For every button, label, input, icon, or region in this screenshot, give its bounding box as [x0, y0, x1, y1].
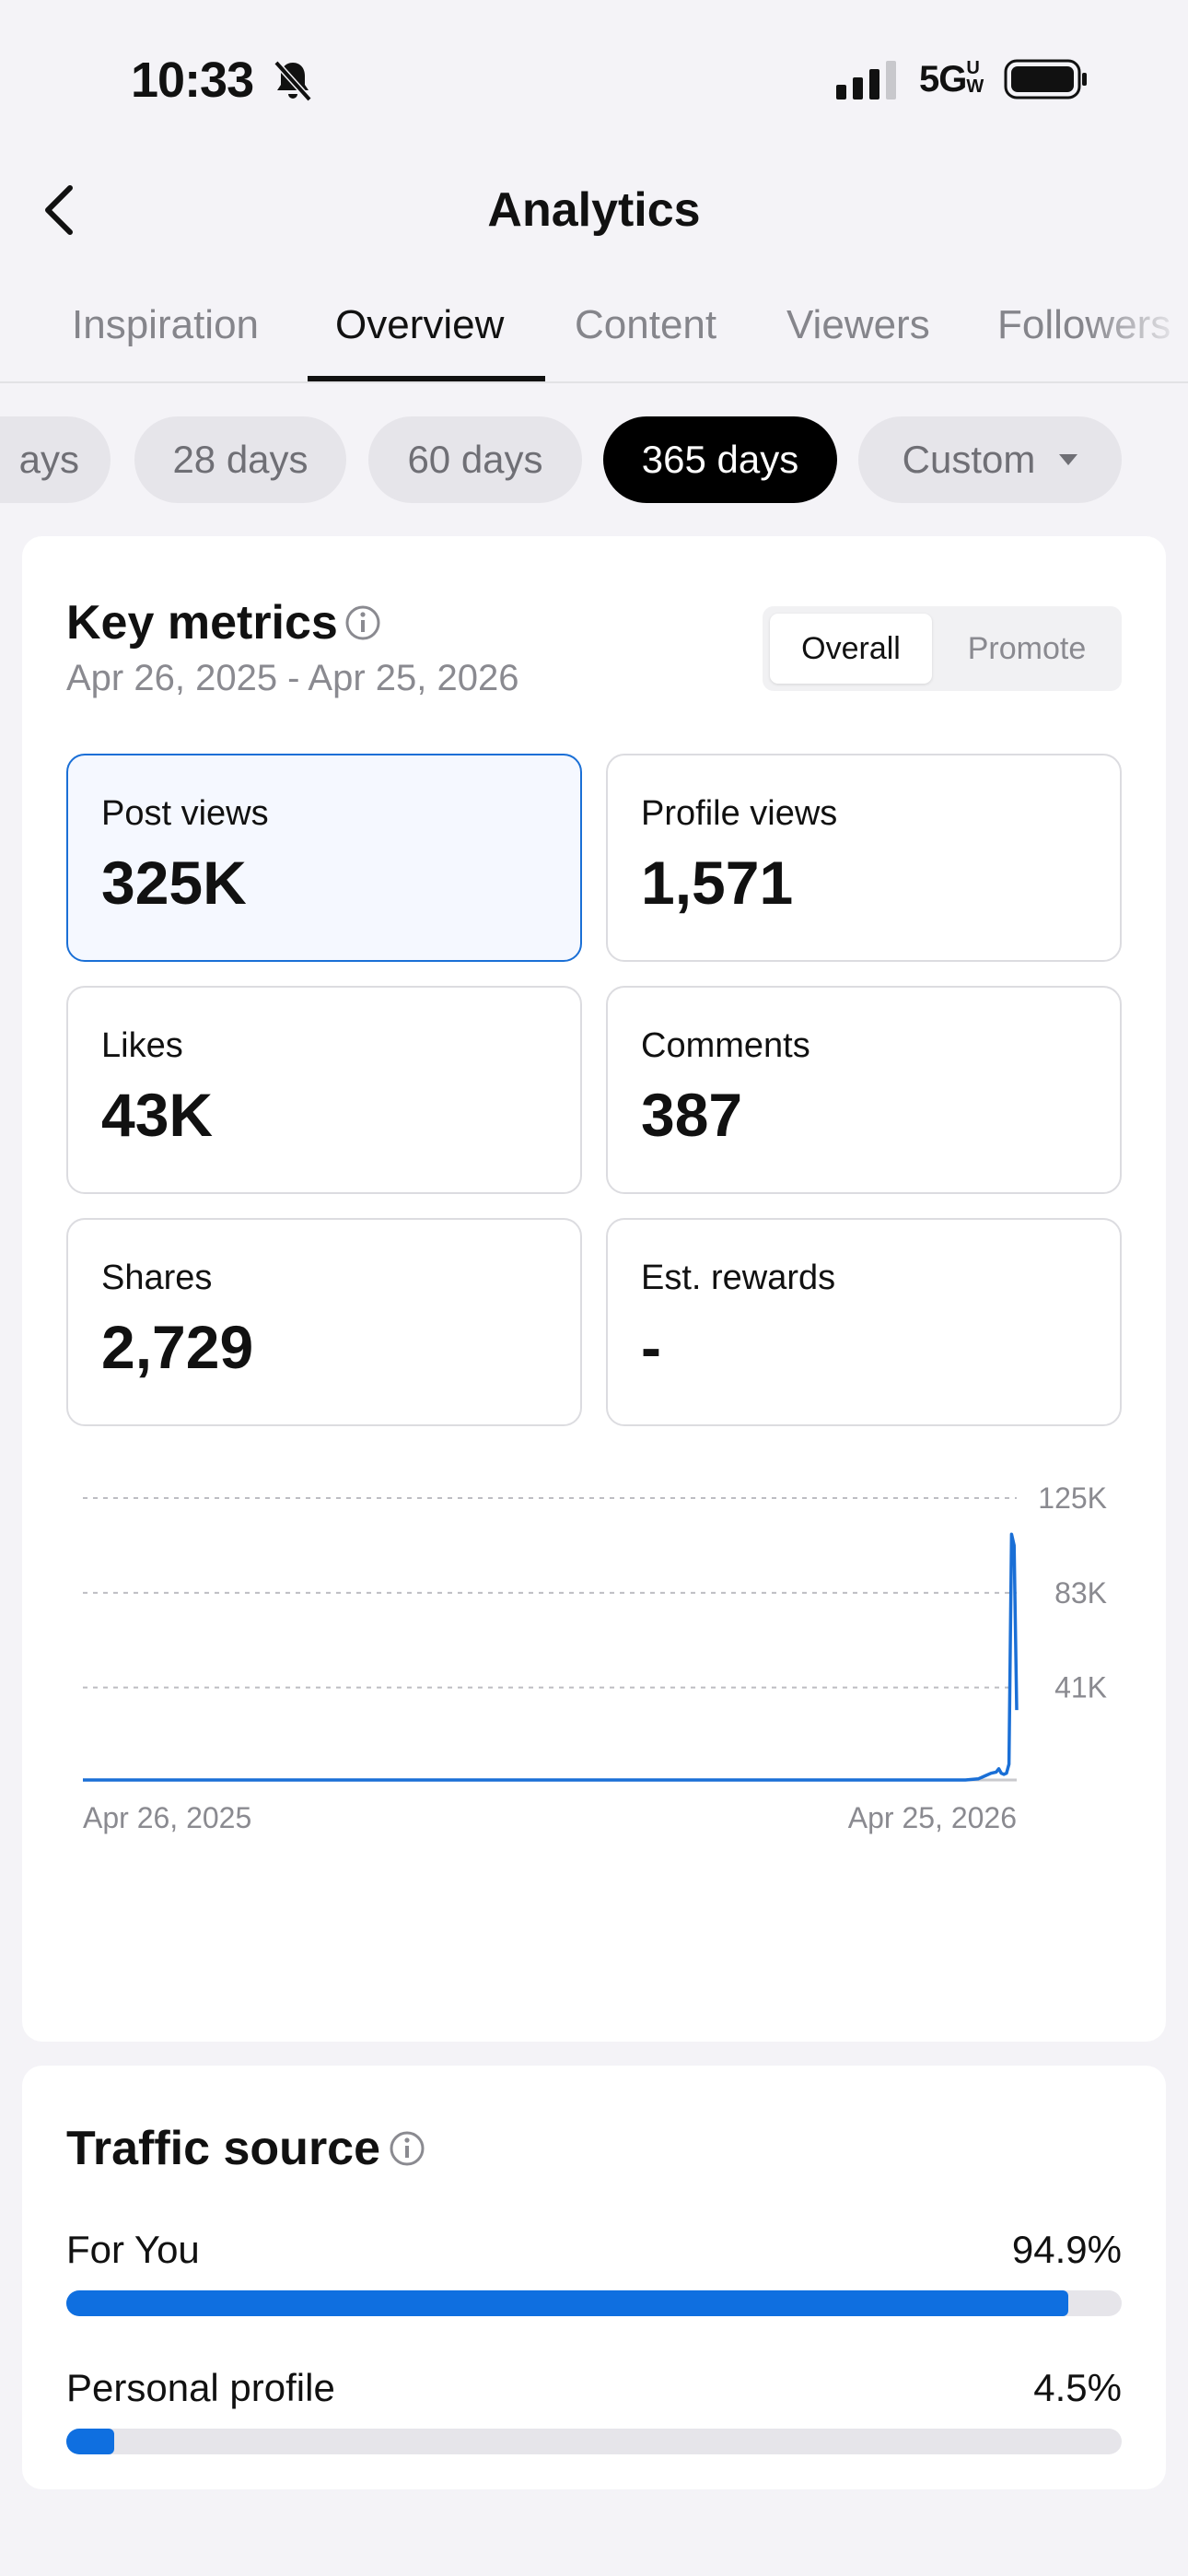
traffic-row-label: Personal profile: [66, 2366, 335, 2409]
y-tick-label: 41K: [1054, 1671, 1107, 1704]
metric-tile-likes[interactable]: Likes 43K: [66, 986, 582, 1194]
toggle-promote[interactable]: Promote: [967, 630, 1087, 666]
range-chip-60-days[interactable]: 60 days: [368, 416, 582, 503]
tab-overview[interactable]: Overview: [335, 302, 505, 347]
series-line: [83, 1532, 1019, 1782]
metric-value: 325K: [101, 849, 247, 917]
network-type: 5GUW: [919, 59, 984, 100]
metric-tile-post-views[interactable]: Post views 325K: [66, 754, 582, 962]
range-chip-28-days[interactable]: 28 days: [134, 416, 346, 503]
y-tick-label: 83K: [1054, 1576, 1107, 1610]
network-label: 5G: [919, 59, 967, 100]
range-chip-365-days[interactable]: 365 days: [603, 416, 837, 503]
traffic-bar-fill: [66, 2429, 114, 2454]
page-title: Analytics: [487, 183, 701, 237]
date-range-label: Apr 26, 2025 - Apr 25, 2026: [66, 658, 519, 698]
metric-value: 1,571: [641, 849, 794, 917]
traffic-bar-personal-profile: [66, 2429, 1122, 2454]
range-chip-custom[interactable]: Custom: [858, 416, 1122, 503]
x-tick-label: Apr 25, 2026: [848, 1801, 1017, 1834]
bell-slash-icon: [274, 60, 312, 102]
traffic-source-card: Traffic source For You 94.9% Personal pr…: [22, 2066, 1166, 2489]
battery-icon: [1004, 59, 1087, 100]
tab-bar: Inspiration Overview Content Viewers Fol…: [0, 276, 1188, 383]
metric-label: Est. rewards: [641, 1259, 836, 1297]
tab-inspiration[interactable]: Inspiration: [72, 302, 260, 347]
date-range-chips: ays 28 days 60 days 365 days Custom: [0, 416, 1188, 505]
line-chart: 125K 83K 41K Apr 26, 2025 Apr 25, 2026: [83, 1481, 1107, 1834]
key-metrics-card: Key metrics Apr 26, 2025 - Apr 25, 2026 …: [22, 536, 1166, 2042]
metric-value: 387: [641, 1081, 743, 1149]
metric-value: 2,729: [101, 1313, 254, 1381]
tabs-fade: [1087, 276, 1188, 380]
metric-tile-est-rewards[interactable]: Est. rewards -: [606, 1218, 1122, 1426]
metric-label: Post views: [101, 794, 269, 833]
back-chevron-icon[interactable]: [37, 181, 83, 240]
traffic-row-value: 4.5%: [1033, 2366, 1122, 2409]
tab-content[interactable]: Content: [575, 302, 717, 347]
cellular-signal-icon: [836, 61, 896, 100]
traffic-bar-fill: [66, 2290, 1068, 2316]
metric-label: Shares: [101, 1259, 213, 1297]
range-chip-7-days[interactable]: ays: [0, 416, 111, 503]
metric-label: Likes: [101, 1026, 183, 1065]
info-icon[interactable]: [344, 604, 381, 641]
traffic-row-value: 94.9%: [1011, 2228, 1122, 2271]
status-time: 10:33: [131, 53, 254, 108]
metric-label: Profile views: [641, 794, 838, 833]
post-views-chart: 125K 83K 41K Apr 26, 2025 Apr 25, 2026: [22, 1458, 1166, 1973]
metric-value: -: [641, 1313, 661, 1381]
overall-promote-toggle: Overall Promote: [763, 606, 1122, 691]
metric-tile-comments[interactable]: Comments 387: [606, 986, 1122, 1194]
metric-tile-profile-views[interactable]: Profile views 1,571: [606, 754, 1122, 962]
status-bar: 10:33 5GUW: [0, 0, 1188, 157]
caret-down-icon: [1059, 454, 1078, 465]
range-chip-custom-label: Custom: [902, 438, 1036, 481]
traffic-row-label: For You: [66, 2228, 200, 2271]
active-tab-indicator: [308, 376, 545, 381]
key-metrics-title: Key metrics: [66, 596, 338, 650]
x-tick-label: Apr 26, 2025: [83, 1801, 251, 1834]
y-tick-label: 125K: [1038, 1481, 1107, 1515]
toggle-overall[interactable]: Overall: [770, 614, 932, 684]
metric-tile-shares[interactable]: Shares 2,729: [66, 1218, 582, 1426]
metric-label: Comments: [641, 1026, 810, 1065]
metric-value: 43K: [101, 1081, 214, 1149]
info-icon[interactable]: [389, 2130, 425, 2167]
tab-viewers[interactable]: Viewers: [786, 302, 930, 347]
network-suffix: UW: [966, 58, 984, 97]
traffic-source-title: Traffic source: [66, 2122, 381, 2175]
traffic-bar-for-you: [66, 2290, 1122, 2316]
